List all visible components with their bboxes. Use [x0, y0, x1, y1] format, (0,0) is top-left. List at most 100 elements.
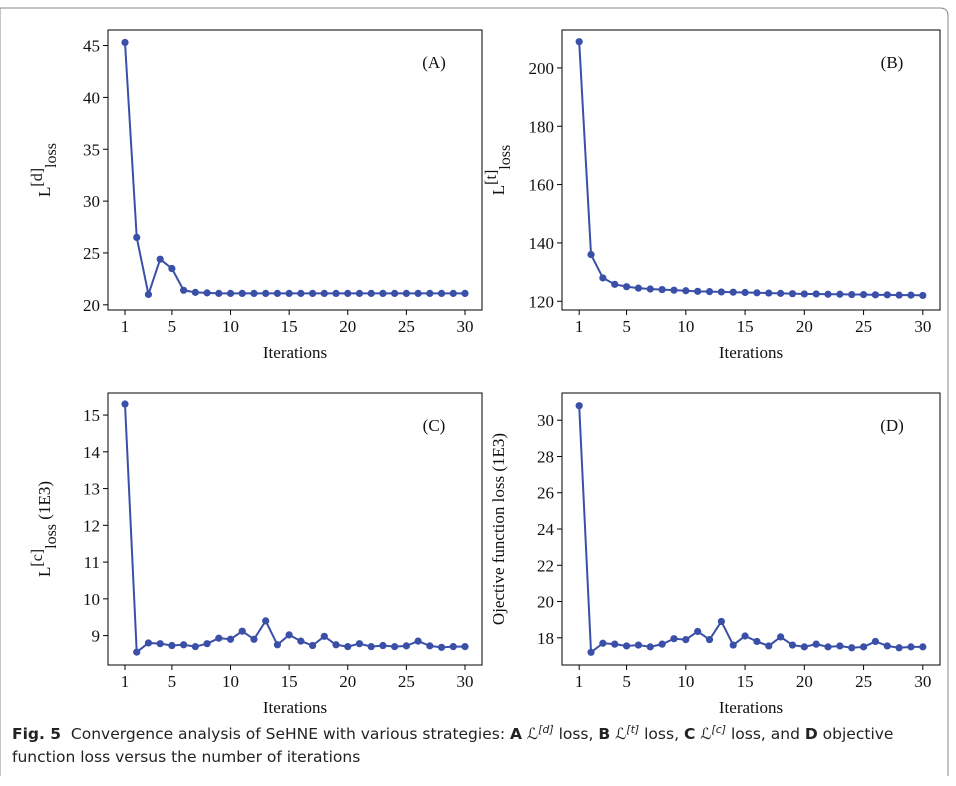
data-point	[670, 286, 678, 294]
data-point	[717, 288, 725, 296]
data-point	[449, 643, 457, 651]
x-tick-label: 10	[677, 317, 694, 336]
x-tick-label: 5	[168, 672, 177, 691]
x-axis-label: Iterations	[719, 343, 783, 362]
data-point	[883, 291, 891, 299]
data-point	[741, 632, 749, 640]
y-tick-label: 24	[537, 520, 555, 539]
data-point	[191, 288, 199, 296]
data-point	[705, 288, 714, 296]
y-tick-label: 180	[529, 117, 555, 136]
y-tick-label: 28	[537, 447, 554, 466]
caption-segment: ℒ	[521, 725, 539, 744]
data-point	[753, 289, 761, 297]
data-point	[800, 290, 808, 298]
data-point	[812, 640, 820, 648]
y-label-sup: [c]	[29, 549, 46, 567]
data-point	[919, 643, 927, 651]
x-tick-label: 10	[222, 672, 239, 691]
y-tick-label: 30	[83, 192, 100, 211]
data-point	[859, 643, 868, 651]
y-label-sup: [d]	[29, 168, 46, 187]
data-point	[226, 289, 235, 298]
x-tick-label: 25	[398, 672, 415, 691]
y-label-base: L	[35, 187, 54, 197]
data-point	[705, 636, 714, 644]
data-point	[332, 641, 340, 649]
data-point	[622, 283, 631, 291]
x-tick-label: 25	[855, 672, 872, 691]
data-point	[907, 643, 915, 651]
caption-segment: objective function loss versus the numbe…	[12, 725, 899, 767]
data-point	[226, 635, 235, 643]
data-point	[180, 286, 188, 294]
caption-segment: C	[683, 725, 696, 744]
data-point	[379, 289, 387, 298]
data-point	[611, 280, 619, 288]
y-tick-label: 20	[83, 296, 100, 315]
y-tick-label: 13	[83, 480, 100, 499]
y-axis-label: L[t]loss	[483, 145, 514, 195]
data-point	[144, 290, 153, 299]
data-point	[250, 289, 258, 298]
data-point	[367, 643, 375, 651]
frame	[0, 7, 949, 776]
data-point	[308, 289, 317, 298]
data-point	[611, 640, 619, 648]
data-point	[670, 635, 678, 643]
caption-segment: loss,	[639, 725, 684, 744]
y-label-base: L	[489, 185, 508, 195]
data-point	[871, 637, 880, 646]
data-point	[402, 642, 410, 650]
data-point	[250, 635, 258, 643]
data-point	[682, 287, 690, 295]
x-tick-label: 25	[398, 317, 415, 336]
data-point	[788, 641, 797, 649]
data-point	[355, 640, 364, 648]
y-tick-label: 18	[537, 629, 554, 648]
y-tick-label: 14	[83, 443, 101, 462]
y-tick-label: 9	[92, 627, 101, 646]
data-point	[729, 641, 737, 649]
y-tick-label: 35	[83, 140, 100, 159]
caption-segment: D	[804, 725, 818, 744]
y-tick-label: 30	[537, 411, 554, 430]
data-point	[308, 641, 317, 650]
y-tick-label: 25	[83, 244, 100, 263]
data-point	[895, 644, 903, 652]
data-point	[238, 627, 246, 635]
data-point	[437, 289, 446, 298]
y-tick-label: 15	[83, 406, 100, 425]
x-tick-label: 1	[575, 317, 584, 336]
data-point	[203, 289, 211, 297]
data-point	[859, 290, 868, 299]
x-tick-label: 15	[737, 317, 754, 336]
data-point	[449, 289, 457, 298]
y-tick-label: 120	[529, 292, 555, 311]
data-point	[765, 642, 773, 650]
data-point	[646, 285, 654, 293]
x-tick-label: 30	[914, 672, 931, 691]
caption-segment: [t]	[626, 723, 640, 736]
series-line	[578, 405, 923, 655]
data-point	[273, 641, 282, 649]
data-point	[285, 631, 293, 639]
series-line	[124, 403, 465, 655]
data-point	[297, 289, 305, 298]
data-point	[848, 644, 856, 652]
caption-segment: [d]	[538, 723, 554, 736]
data-point	[575, 402, 583, 410]
y-axis-label: Ojective function loss (1E3)	[489, 433, 508, 625]
plot-frame	[107, 29, 483, 311]
data-point	[426, 289, 434, 298]
x-tick-label: 30	[457, 317, 474, 336]
data-point	[133, 233, 141, 242]
data-point	[871, 291, 880, 299]
x-axis-label: Iterations	[263, 343, 327, 362]
annotation: (A)	[422, 53, 446, 72]
x-tick-label: 15	[737, 672, 754, 691]
data-point	[658, 285, 666, 294]
data-point	[634, 641, 643, 649]
data-point	[587, 250, 595, 259]
